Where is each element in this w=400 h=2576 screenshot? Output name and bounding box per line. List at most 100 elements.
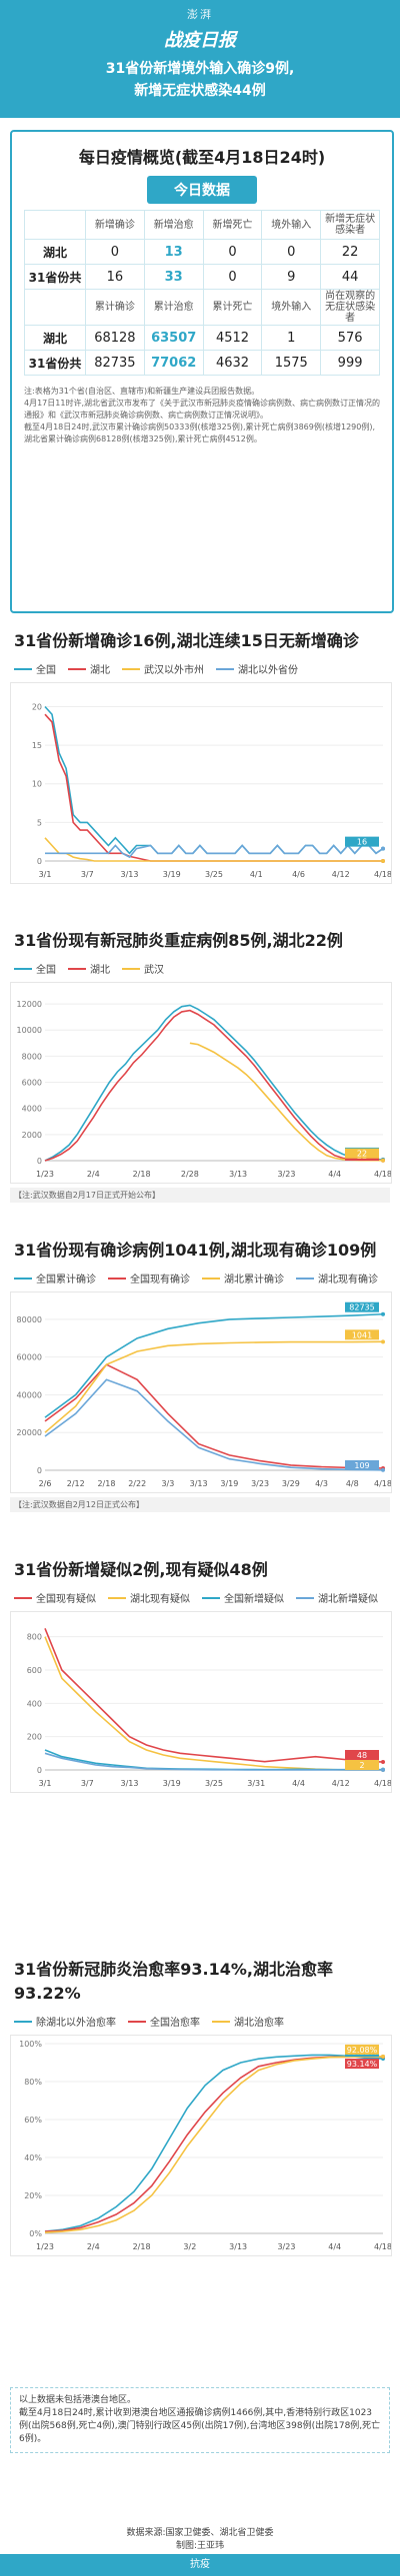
y-tick-label: 100% [19, 2040, 42, 2049]
legend-item: 全国治愈率 [128, 2014, 200, 2029]
chart-legend: 全国现有疑似 湖北现有疑似 全国新增疑似 湖北新增疑似 [14, 1590, 386, 1605]
legend-label: 全国现有疑似 [36, 1594, 96, 1605]
x-tick-label: 4/18 [374, 1779, 391, 1788]
data-label: 16 [357, 838, 367, 847]
legend-label: 湖北治愈率 [234, 2018, 284, 2029]
legend-item: 全国 [14, 661, 56, 676]
series-line [44, 705, 384, 855]
row-label: 湖北 [24, 325, 86, 351]
legend-swatch [128, 2020, 146, 2023]
y-tick-label: 600 [27, 1666, 42, 1675]
x-tick-label: 3/2 [183, 2242, 196, 2251]
end-point [381, 1158, 385, 1163]
y-tick-label: 2000 [22, 1131, 42, 1140]
x-tick-label: 4/18 [374, 1170, 391, 1179]
table-row: 31省份共 82735 77062 4632 1575 999 [24, 350, 380, 376]
legend-item: 全国 [14, 961, 56, 976]
legend-item: 湖北累计确诊 [202, 1271, 284, 1286]
end-point [381, 846, 385, 851]
legend-label: 全国 [36, 965, 56, 976]
x-tick-label: 3/7 [81, 870, 94, 879]
col-header: 新增确诊 [85, 210, 145, 240]
y-tick-label: 10000 [17, 1026, 42, 1035]
series-line [44, 713, 383, 862]
legend-item: 湖北现有疑似 [108, 1590, 190, 1605]
col-header: 新增无症状感染者 [320, 210, 380, 240]
y-tick-label: 20% [24, 2191, 42, 2200]
y-tick-label: 0 [37, 1766, 42, 1775]
legend-swatch [108, 1596, 126, 1599]
data-label-bg [345, 2044, 379, 2055]
legend-label: 全国新增疑似 [224, 1594, 284, 1605]
series-line [44, 1749, 383, 1771]
data-label-bg [345, 1760, 379, 1770]
series-line [44, 837, 383, 862]
legend-swatch [202, 1277, 220, 1280]
chart-legend: 全国 湖北 武汉 [14, 961, 386, 976]
x-tick-label: 2/28 [181, 1170, 199, 1179]
legend-swatch [68, 667, 86, 670]
daily-table: 新增确诊 新增治愈 新增死亡 境外输入 新增无症状感染者 湖北 0 13 0 0… [24, 210, 380, 376]
x-tick-label: 3/19 [163, 1779, 181, 1788]
headline-line-2: 新增无症状感染44例 [134, 83, 266, 99]
y-tick-label: 400 [27, 1699, 42, 1708]
cell: 1 [261, 325, 322, 351]
x-tick-label: 3/25 [205, 1779, 223, 1788]
legend-item: 武汉以外市州 [122, 661, 204, 676]
x-tick-label: 4/18 [374, 2242, 391, 2251]
legend-item: 湖北新增疑似 [296, 1590, 378, 1605]
x-tick-label: 3/13 [190, 1479, 208, 1488]
col-header: 新增死亡 [202, 210, 263, 240]
legend-label: 湖北以外省份 [238, 665, 298, 676]
cell: 13 [143, 239, 204, 265]
table-row: 湖北 68128 63507 4512 1 576 [24, 325, 380, 351]
chart-new-cases: 0 5 10 15 20 3/1 3/7 3/13 3/19 3/25 4/1 4/6 4/12 4/18… [10, 682, 392, 884]
x-tick-label: 2/18 [133, 1170, 151, 1179]
y-tick-label: 5 [37, 818, 42, 827]
series-line [44, 1378, 384, 1471]
cell: 4632 [202, 350, 263, 376]
data-label: 2 [359, 1761, 364, 1770]
total-header-row: 累计确诊 累计治愈 累计死亡 境外输入 尚在观察的无症状感染者 [24, 289, 380, 326]
section-title: 31省份现有确诊病例1041例,湖北现有确诊109例 [14, 1241, 377, 1260]
legend-item: 湖北治愈率 [212, 2014, 284, 2029]
legend-swatch [296, 1277, 314, 1280]
legend-label: 武汉 [144, 965, 164, 976]
cell: 0 [202, 264, 263, 290]
end-point [381, 2054, 385, 2059]
legend-item: 湖北现有确诊 [296, 1271, 378, 1286]
x-tick-label: 4/4 [292, 1779, 305, 1788]
x-tick-label: 2/4 [87, 1170, 100, 1179]
end-point [381, 1467, 385, 1472]
data-label: 82735 [349, 1303, 374, 1312]
data-label: 48 [357, 1751, 367, 1760]
row-label: 31省份共 [24, 264, 86, 290]
corner-cell [24, 289, 86, 326]
x-tick-label: 3/23 [251, 1479, 269, 1488]
overview-notes: 注:表格为31个省(自治区、直辖市)和新疆生产建设兵团报告数据。 4月17日11… [24, 386, 380, 445]
cell: 33 [143, 264, 204, 290]
x-tick-label: 3/3 [161, 1479, 174, 1488]
legend-label: 全国治愈率 [150, 2018, 200, 2029]
cell: 63507 [143, 325, 204, 351]
y-tick-label: 80000 [17, 1315, 42, 1324]
x-tick-label: 3/19 [163, 870, 181, 879]
legend-label: 武汉以外市州 [144, 665, 204, 676]
section-recovery: 31省份新冠肺炎治愈率93.14%,湖北治愈率93.22% 除湖北以外治愈率 全… [0, 1958, 400, 2256]
legend-item: 武汉 [122, 961, 164, 976]
legend-item: 湖北 [68, 661, 110, 676]
y-tick-label: 800 [27, 1633, 42, 1642]
y-tick-label: 20000 [17, 1428, 42, 1437]
end-point [381, 1768, 385, 1772]
page-title: 战疫日报 [164, 30, 236, 51]
chart-legend: 除湖北以外治愈率 全国治愈率 湖北治愈率 [14, 2014, 386, 2029]
x-tick-label: 4/1 [250, 870, 263, 879]
chart-legend: 全国累计确诊 全国现有确诊 湖北累计确诊 湖北现有确诊 [14, 1271, 386, 1286]
legend-swatch [202, 1596, 220, 1599]
chart-note: 【注:武汉数据自2月12日正式公布】 [10, 1497, 390, 1512]
note-line: 注:表格为31个省(自治区、直辖市)和新疆生产建设兵团报告数据。 [24, 387, 260, 396]
data-source: 数据来源:国家卫健委、湖北省卫健委 [126, 2528, 274, 2538]
y-tick-label: 60% [24, 2116, 42, 2125]
x-tick-label: 3/23 [277, 2242, 295, 2251]
series-line [44, 2056, 383, 2233]
